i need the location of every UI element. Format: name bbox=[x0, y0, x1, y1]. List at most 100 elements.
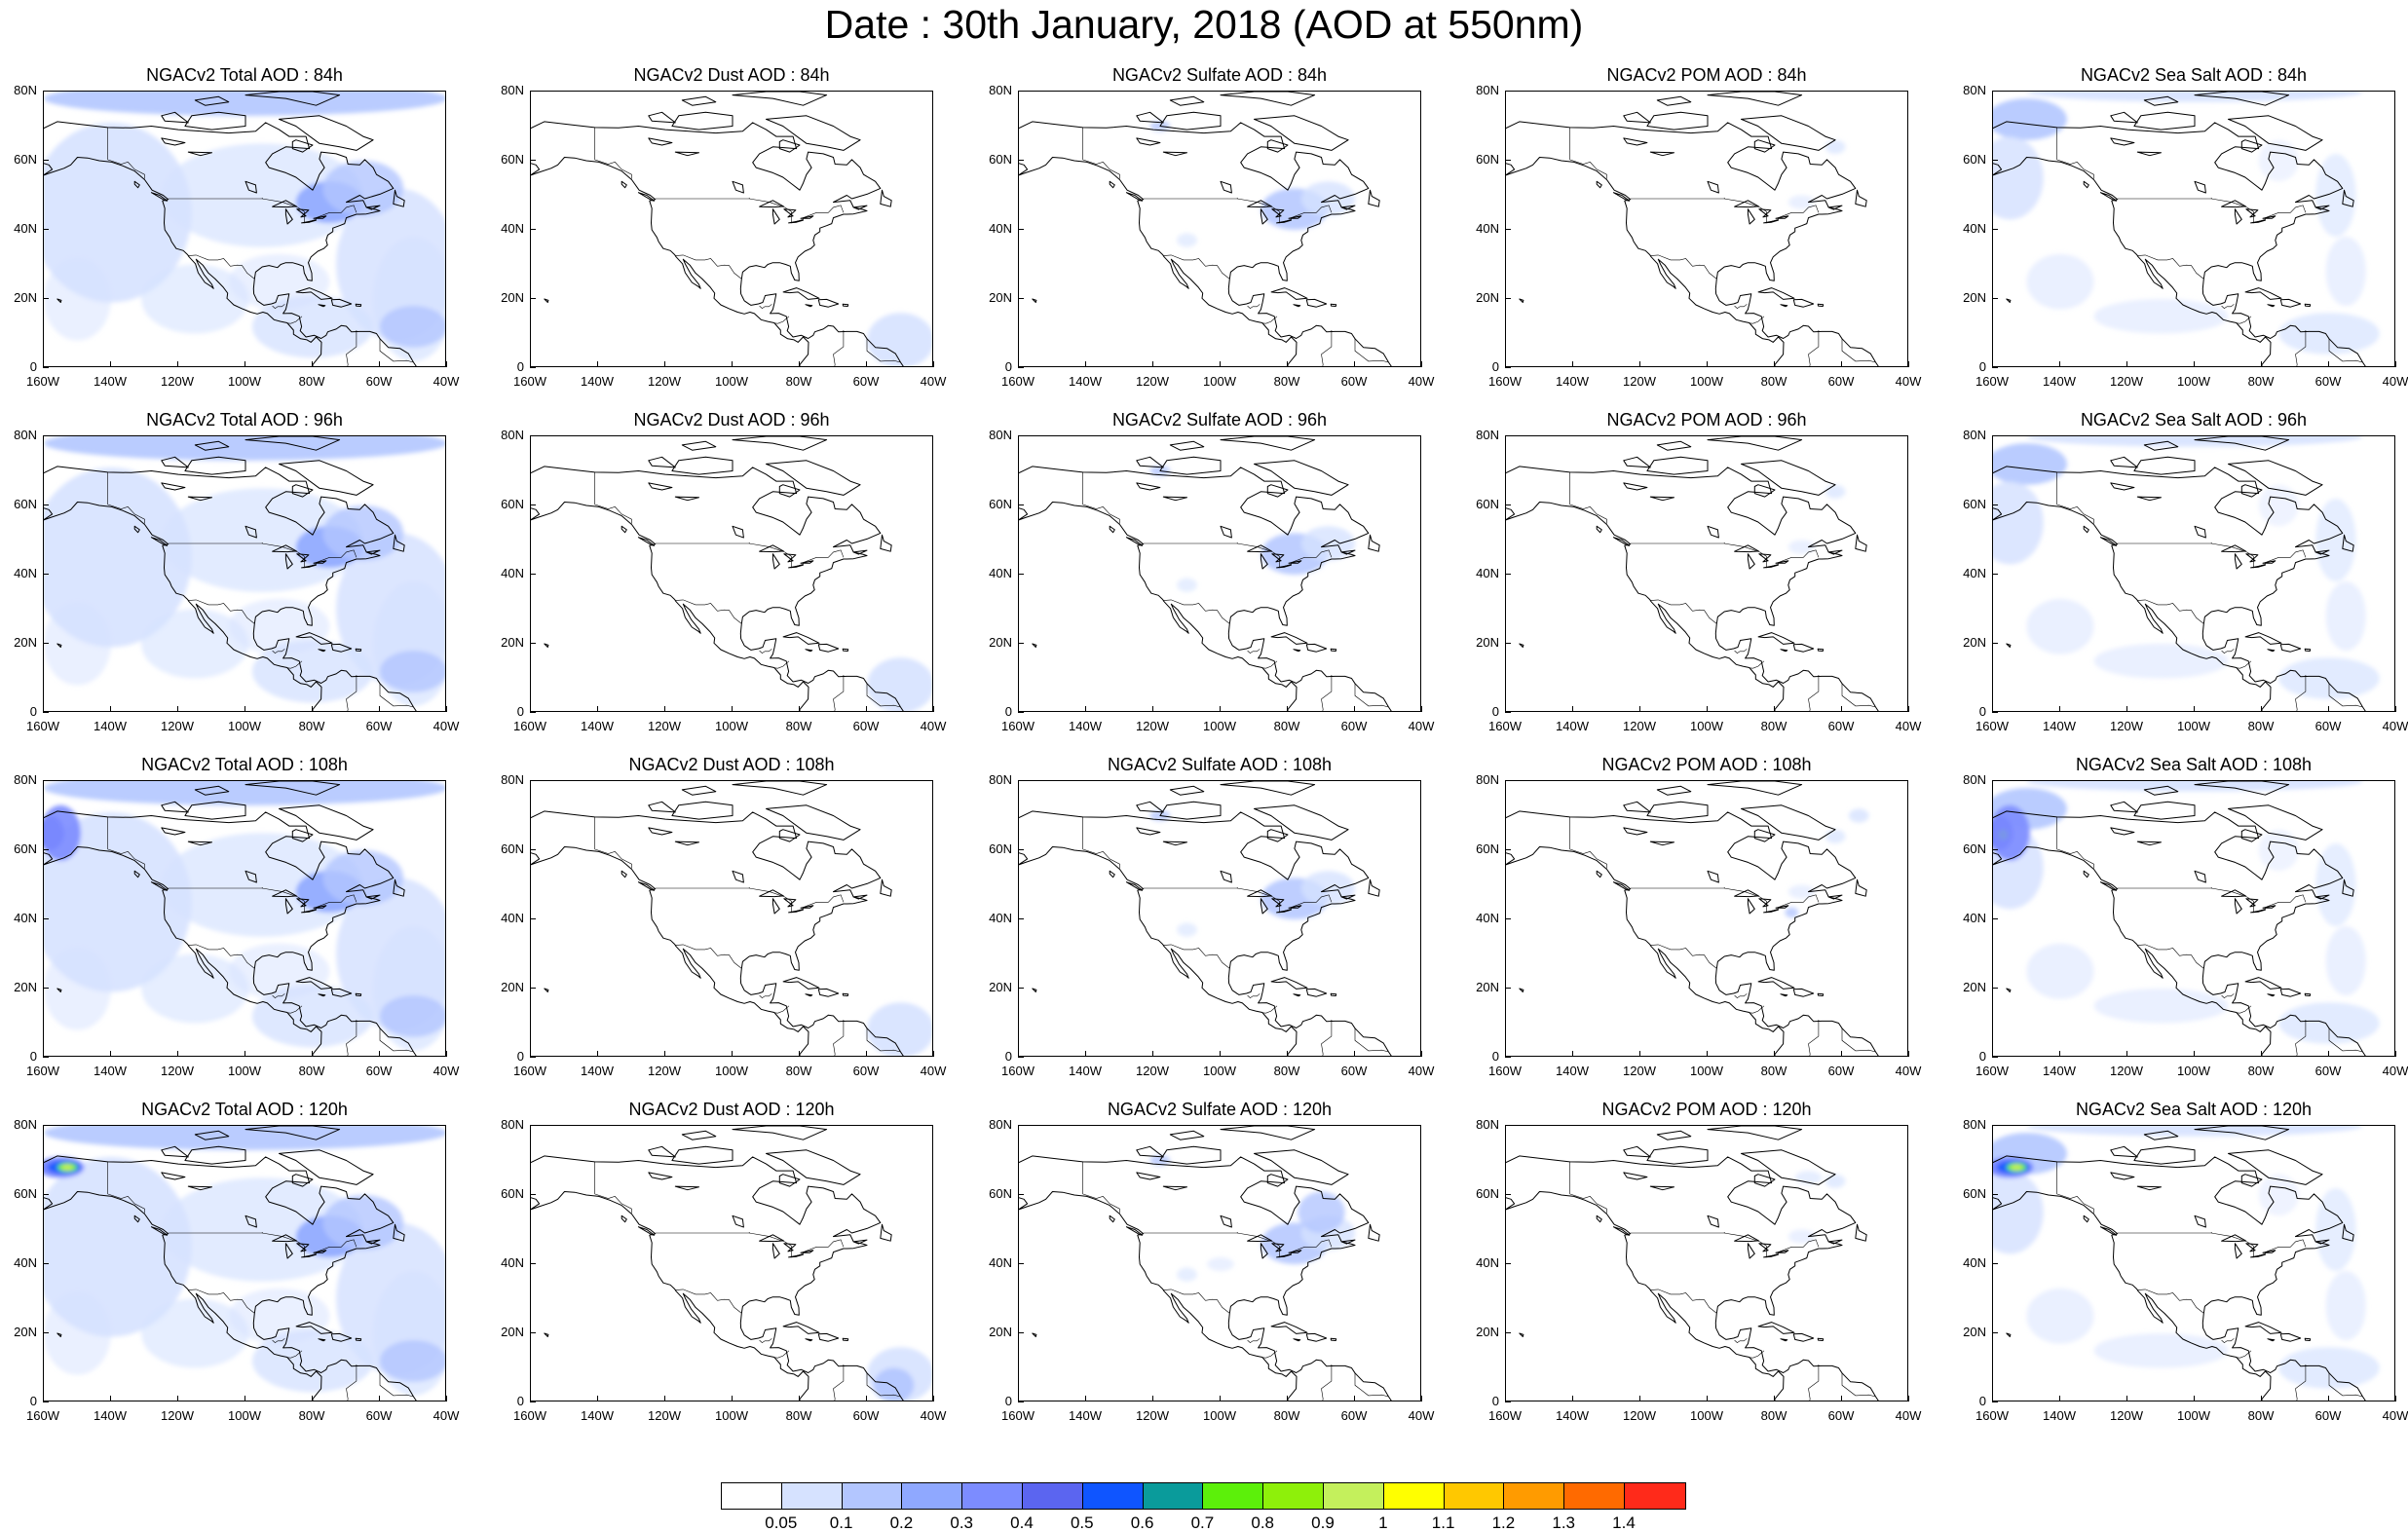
lake-outline bbox=[783, 208, 797, 218]
coastline-island bbox=[330, 298, 353, 308]
lon-tick-label: 80W bbox=[1760, 719, 1787, 733]
lon-tick-mark bbox=[2395, 1051, 2396, 1057]
lon-tick-label: 60W bbox=[1827, 1064, 1855, 1078]
lon-tick-label: 60W bbox=[1827, 1408, 1855, 1423]
lon-tick-mark bbox=[2059, 1396, 2060, 1401]
lat-tick-label: 60N bbox=[1963, 1186, 1986, 1201]
aod-patch bbox=[2258, 1174, 2299, 1216]
coastline-island bbox=[732, 436, 828, 451]
lon-tick-mark bbox=[799, 1051, 800, 1057]
lat-tick-label: 60N bbox=[1963, 497, 1986, 511]
coastline-mainland bbox=[531, 121, 904, 366]
lon-tick-mark bbox=[1085, 361, 1086, 367]
lat-tick-label: 0 bbox=[1978, 1049, 1986, 1064]
lake-outline bbox=[783, 898, 797, 908]
lon-tick-label: 100W bbox=[1690, 719, 1723, 733]
aod-patch bbox=[2315, 842, 2356, 927]
lat-tick-label: 80N bbox=[1963, 772, 1986, 787]
lake-outline bbox=[272, 1234, 297, 1243]
lat-tick-mark bbox=[530, 712, 536, 713]
lon-tick-label: 100W bbox=[715, 719, 748, 733]
lon-tick-mark bbox=[2126, 706, 2127, 712]
coastline-island bbox=[184, 111, 246, 131]
lon-tick-mark bbox=[312, 1396, 313, 1401]
coastline-island bbox=[1368, 1223, 1380, 1242]
lat-tick-label: 20N bbox=[1476, 635, 1499, 650]
coastline-island bbox=[1254, 115, 1349, 151]
lake-outline bbox=[1162, 841, 1187, 846]
coastline-island bbox=[778, 484, 801, 498]
coastline-mainland bbox=[1993, 1155, 2366, 1401]
lon-tick-mark bbox=[177, 1396, 178, 1401]
coastline-island bbox=[681, 95, 717, 106]
colorbar-label: 0.5 bbox=[1070, 1513, 1094, 1532]
lake-outline bbox=[245, 180, 257, 194]
coastline-island bbox=[330, 643, 353, 653]
coastline-island bbox=[133, 180, 140, 189]
lon-tick-mark bbox=[312, 706, 313, 712]
lat-tick-mark bbox=[1992, 1332, 1998, 1333]
panel-title: NGACv2 POM AOD : 96h bbox=[1606, 410, 1807, 430]
colorbar-swatch bbox=[1444, 1483, 1505, 1509]
aod-patch bbox=[2315, 153, 2356, 238]
border-line bbox=[107, 504, 145, 524]
lon-tick-mark bbox=[1572, 1051, 1573, 1057]
lon-tick-label: 140W bbox=[1556, 374, 1589, 389]
colorbar-label: 0.3 bbox=[950, 1513, 973, 1532]
political-borders bbox=[107, 816, 414, 1056]
lat-tick-label: 20N bbox=[1476, 980, 1499, 994]
lon-tick-mark bbox=[1707, 1396, 1708, 1401]
lat-tick-label: 60N bbox=[1476, 841, 1499, 856]
lat-tick-label: 0 bbox=[29, 1049, 37, 1064]
lat-tick-mark bbox=[1018, 91, 1024, 92]
border-line bbox=[1237, 542, 1333, 569]
map-panel: NGACv2 Dust AOD : 108h 80N 60N 40N 20N 0 160W 1… bbox=[487, 755, 978, 1100]
lat-tick-mark bbox=[1505, 1125, 1511, 1126]
map-frame bbox=[1992, 91, 2395, 367]
coastline-island bbox=[2006, 988, 2012, 992]
lon-tick-label: 100W bbox=[1203, 719, 1236, 733]
coastline-mainland bbox=[1506, 466, 1879, 711]
coastline-island bbox=[2240, 1174, 2263, 1187]
coastline-island bbox=[1220, 781, 1316, 796]
lon-tick-label: 80W bbox=[2247, 1064, 2275, 1078]
border-line bbox=[1082, 848, 1120, 869]
lake-outline bbox=[648, 482, 673, 491]
lat-tick-label: 20N bbox=[1476, 290, 1499, 305]
map-frame bbox=[1018, 91, 1421, 367]
aod-patch bbox=[2315, 1187, 2356, 1272]
coastline-island bbox=[1646, 456, 1709, 475]
coastline-island bbox=[365, 205, 381, 210]
border-line bbox=[2328, 683, 2363, 708]
coastline-island bbox=[778, 829, 801, 842]
lon-tick-mark bbox=[446, 706, 447, 712]
lake-outline bbox=[2194, 525, 2206, 539]
political-borders bbox=[2056, 1161, 2363, 1401]
lat-tick-label: 40N bbox=[14, 911, 37, 925]
lat-tick-label: 40N bbox=[989, 1255, 1012, 1270]
lon-tick-mark bbox=[866, 361, 867, 367]
lake-outline bbox=[1747, 898, 1755, 915]
colorbar-label: 1.4 bbox=[1612, 1513, 1636, 1532]
border-line bbox=[1163, 944, 1230, 969]
border-line bbox=[262, 542, 357, 569]
lat-tick-label: 0 bbox=[516, 1049, 524, 1064]
aod-map bbox=[44, 781, 445, 1056]
lake-outline bbox=[1288, 1250, 1302, 1253]
lat-tick-mark bbox=[1505, 780, 1511, 781]
lat-tick-label: 60N bbox=[501, 497, 524, 511]
coastline-island bbox=[1125, 881, 1144, 891]
aod-patch bbox=[873, 1367, 915, 1401]
coastline-island bbox=[355, 1337, 362, 1341]
border-line bbox=[188, 254, 255, 280]
lon-tick-label: 60W bbox=[852, 1408, 880, 1423]
lake-outline bbox=[2245, 1243, 2259, 1252]
border-line bbox=[1569, 1193, 1607, 1214]
coastline-island bbox=[1612, 1226, 1631, 1236]
coastline-island bbox=[2304, 648, 2312, 652]
panel-title: NGACv2 Dust AOD : 120h bbox=[628, 1100, 835, 1119]
coastline-island bbox=[2006, 1332, 2012, 1337]
colorbar-swatch bbox=[962, 1483, 1023, 1509]
map-panel: NGACv2 POM AOD : 108h 80N 60N 40N 20N 0 160W 14… bbox=[1462, 755, 1953, 1100]
coastline-island bbox=[1780, 649, 1788, 653]
